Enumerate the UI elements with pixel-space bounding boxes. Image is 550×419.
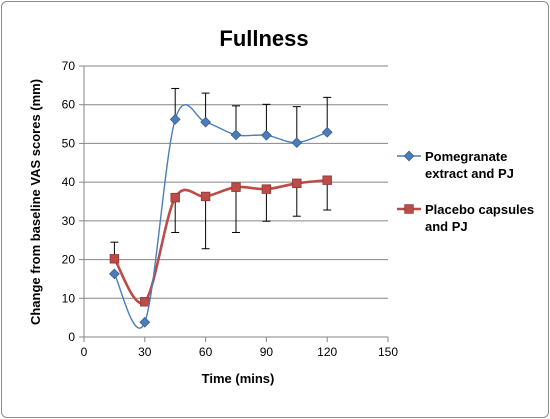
data-point: [200, 116, 211, 128]
series-placebo: [109, 175, 332, 307]
y-tick-label: 70: [62, 59, 76, 73]
legend-label: Placebo capsules: [425, 202, 534, 217]
y-tick-label: 0: [68, 330, 75, 344]
y-tick-label: 30: [62, 214, 76, 228]
data-point: [231, 182, 241, 192]
legend: Pomegranate extract and PJ Placebo capsule…: [397, 149, 534, 234]
data-point: [140, 297, 150, 307]
data-point: [139, 316, 151, 328]
x-tick-label: 30: [138, 345, 152, 359]
x-tick-label: 90: [260, 345, 274, 359]
axes: 0 10 20 30 40 50 60 70 0 30 60 90 120 150: [62, 59, 399, 359]
data-point: [321, 126, 333, 138]
chart-title: Fullness: [219, 26, 308, 51]
legend-item-placebo: Placebo capsules and PJ: [397, 202, 534, 234]
data-point: [291, 137, 303, 149]
data-point: [200, 191, 211, 202]
series: [109, 87, 333, 329]
series-pomegranate: [109, 87, 333, 329]
x-axis-title: Time (mins): [202, 371, 275, 386]
data-point: [322, 175, 332, 185]
data-point: [169, 114, 181, 125]
y-tick-label: 40: [62, 175, 76, 189]
y-tick-label: 50: [62, 136, 76, 150]
y-tick-label: 60: [62, 98, 76, 112]
y-tick-label: 20: [62, 253, 76, 267]
data-point: [292, 178, 302, 189]
data-point: [261, 129, 272, 141]
legend-label: and PJ: [425, 219, 468, 234]
legend-marker: [404, 204, 414, 214]
gridlines: [84, 65, 388, 299]
series-line: [113, 178, 328, 305]
legend-marker: [403, 150, 415, 162]
data-point: [109, 268, 120, 280]
x-tick-label: 150: [378, 345, 398, 359]
data-point: [109, 254, 120, 264]
legend-label: Pomegranate: [425, 149, 507, 164]
data-point: [261, 184, 272, 194]
y-axis-title: Change from baseline VAS scores (mm): [28, 79, 43, 325]
x-tick-label: 120: [317, 345, 337, 359]
x-tick-label: 0: [81, 345, 88, 359]
legend-item-pomegranate: Pomegranate extract and PJ: [397, 149, 514, 181]
y-tick-label: 10: [62, 291, 76, 305]
data-point: [170, 192, 180, 203]
data-point: [230, 129, 242, 141]
x-tick-label: 60: [199, 345, 213, 359]
legend-label: extract and PJ: [425, 166, 514, 181]
